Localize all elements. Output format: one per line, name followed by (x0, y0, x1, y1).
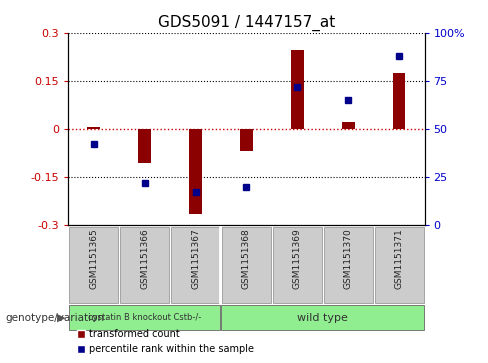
Title: GDS5091 / 1447157_at: GDS5091 / 1447157_at (158, 15, 335, 31)
Bar (87, 127, 100, 129)
Text: GSM1151371: GSM1151371 (395, 229, 404, 289)
Text: cystatin B knockout Cstb-/-: cystatin B knockout Cstb-/- (88, 313, 201, 322)
Bar (240, 129, 253, 151)
Text: ▶: ▶ (57, 313, 66, 323)
Bar (291, 50, 304, 129)
Bar (189, 129, 202, 214)
Bar (342, 122, 355, 129)
Bar (393, 73, 406, 129)
Bar (138, 129, 151, 163)
Text: GSM1151365: GSM1151365 (89, 229, 98, 289)
Text: GSM1151367: GSM1151367 (191, 229, 200, 289)
Text: GSM1151369: GSM1151369 (293, 229, 302, 289)
Text: wild type: wild type (297, 313, 347, 323)
Text: genotype/variation: genotype/variation (5, 313, 104, 323)
Text: GSM1151368: GSM1151368 (242, 229, 251, 289)
Text: GSM1151366: GSM1151366 (140, 229, 149, 289)
Legend: transformed count, percentile rank within the sample: transformed count, percentile rank withi… (73, 326, 258, 358)
Text: GSM1151370: GSM1151370 (344, 229, 353, 289)
